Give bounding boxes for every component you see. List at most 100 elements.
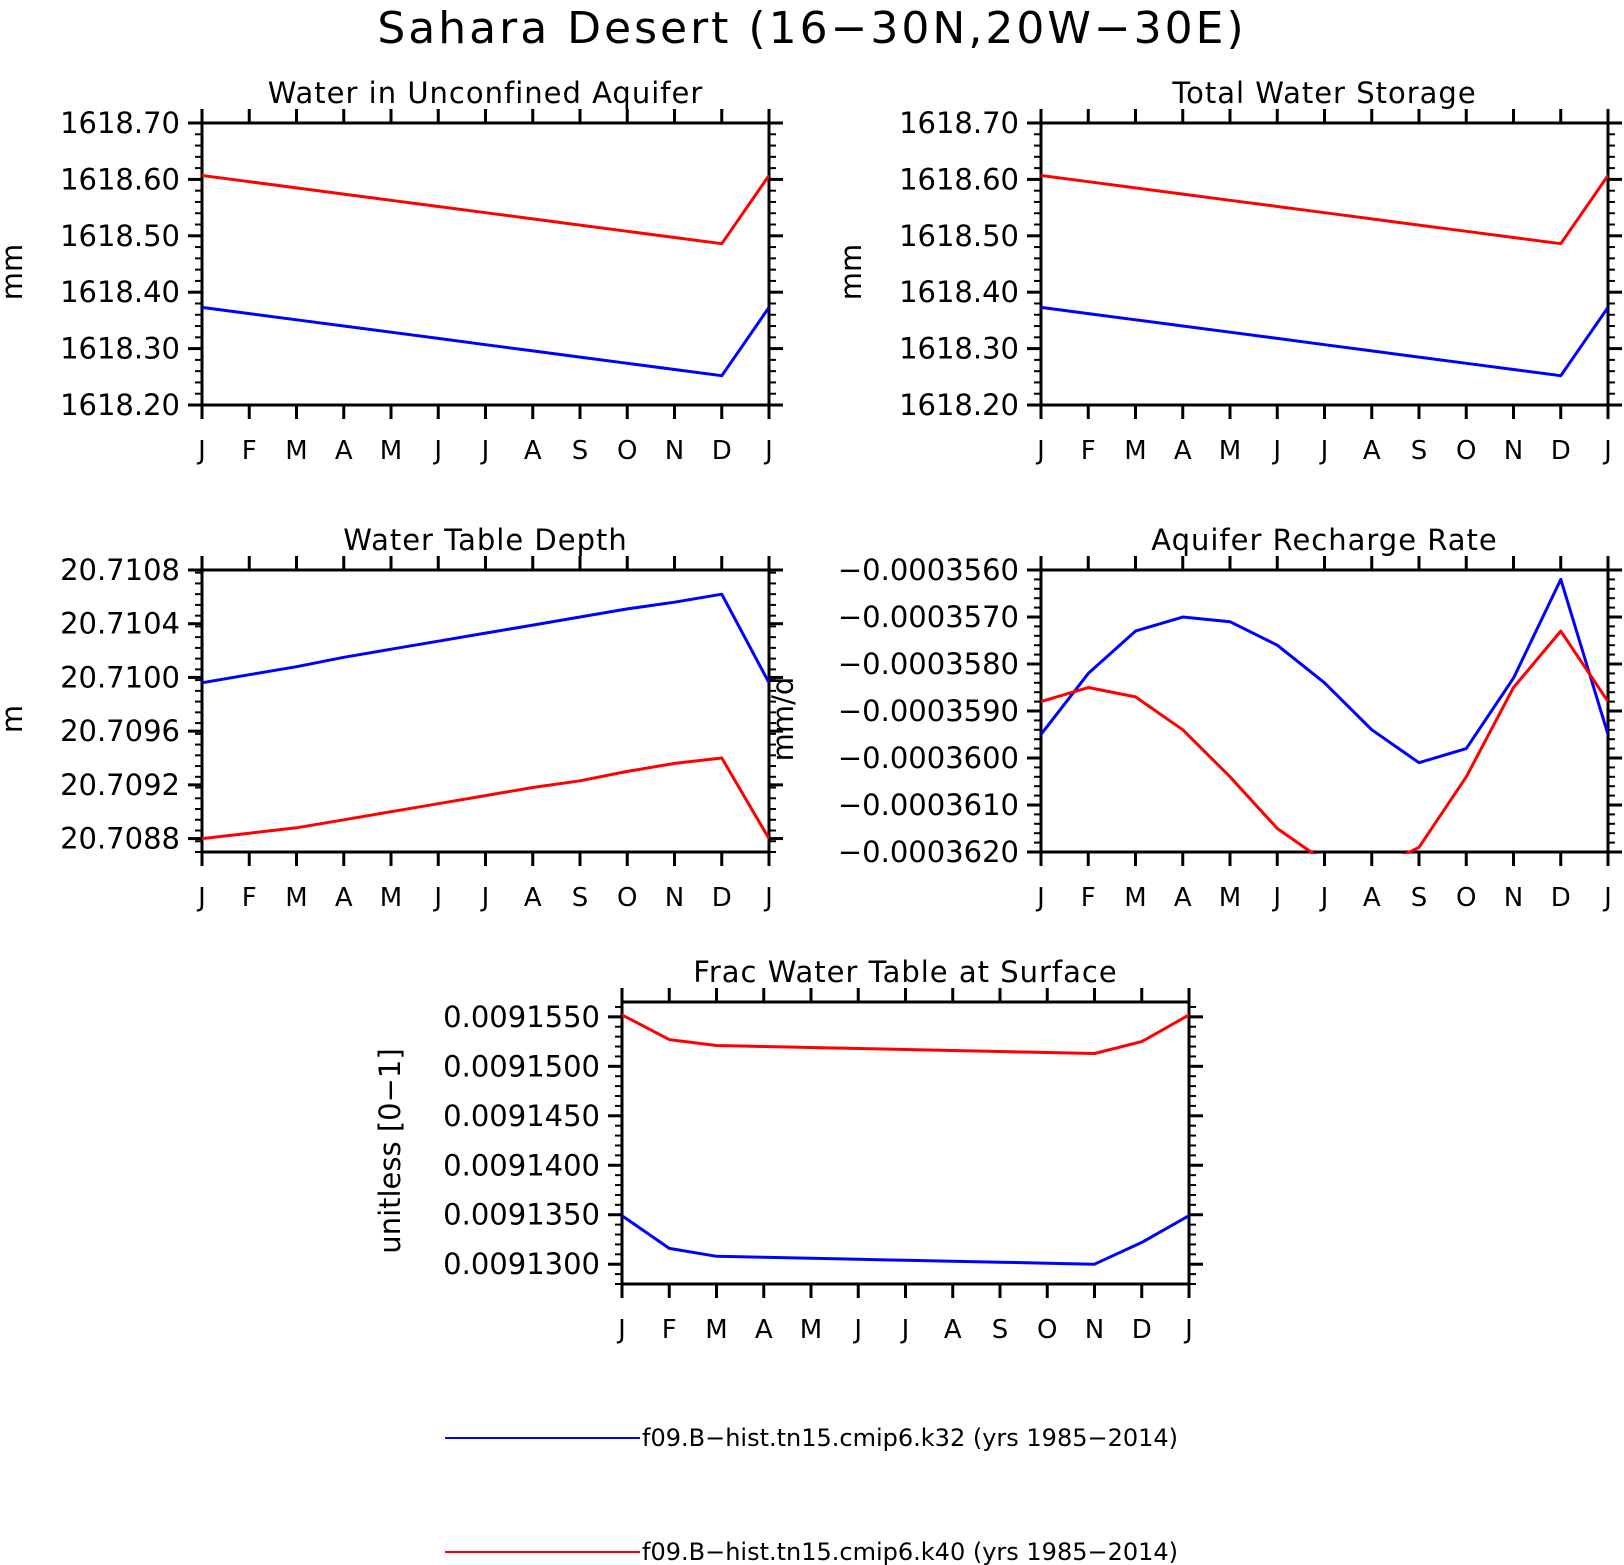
- series-line-2: [202, 174, 769, 246]
- series-line-2: [1041, 629, 1608, 854]
- y-tick-label: 1618.40: [899, 275, 1019, 309]
- y-tick-label: 1618.30: [60, 332, 180, 366]
- x-tick-label: D: [712, 883, 732, 913]
- x-tick-label: S: [572, 883, 589, 913]
- x-tick-label: J: [432, 883, 442, 913]
- x-tick-label: J: [763, 883, 773, 913]
- x-tick-label: F: [242, 883, 257, 913]
- x-tick-label: J: [1035, 436, 1045, 466]
- x-tick-label: M: [705, 1315, 727, 1345]
- x-tick-label: S: [992, 1315, 1009, 1345]
- x-tick-label: A: [1363, 436, 1381, 466]
- y-tick-label: 1618.50: [899, 219, 1019, 253]
- y-tick-label: 20.7100: [60, 660, 180, 694]
- series-line-1: [622, 1214, 1189, 1266]
- y-tick-label: −0.0003580: [838, 647, 1019, 681]
- x-tick-label: F: [242, 436, 257, 466]
- x-tick-label: J: [1319, 436, 1329, 466]
- x-tick-label: M: [1124, 883, 1146, 913]
- y-tick-label: 20.7096: [60, 714, 180, 748]
- panel-title: Total Water Storage: [1171, 76, 1476, 110]
- x-tick-label: M: [800, 1315, 822, 1345]
- x-tick-label: O: [617, 436, 637, 466]
- x-tick-label: S: [1411, 436, 1428, 466]
- x-tick-label: F: [1081, 436, 1096, 466]
- y-tick-label: 20.7108: [60, 553, 180, 587]
- plot-frame: [200, 121, 771, 407]
- x-tick-label: M: [285, 883, 307, 913]
- x-tick-label: N: [1085, 1315, 1104, 1345]
- series-line-2: [202, 756, 769, 841]
- series-line-2: [622, 1013, 1189, 1055]
- x-tick-label: J: [196, 883, 206, 913]
- y-tick-label: −0.0003620: [838, 835, 1019, 869]
- panel-title: Aquifer Recharge Rate: [1151, 523, 1498, 557]
- y-tick-label: −0.0003610: [838, 788, 1019, 822]
- x-tick-label: M: [380, 883, 402, 913]
- x-tick-label: A: [1363, 883, 1381, 913]
- x-tick-label: D: [1551, 436, 1571, 466]
- x-tick-label: O: [1456, 436, 1476, 466]
- x-tick-label: J: [852, 1315, 862, 1345]
- panel-title: Water Table Depth: [343, 523, 628, 557]
- legend-label-2: f09.B−hist.tn15.cmip6.k40 (yrs 1985−2014…: [642, 1538, 1178, 1565]
- x-tick-label: N: [1504, 883, 1523, 913]
- y-axis-label: mm: [834, 244, 868, 301]
- plot-frame: [200, 568, 771, 854]
- panel-title: Frac Water Table at Surface: [693, 955, 1117, 989]
- x-tick-label: A: [944, 1315, 962, 1345]
- y-tick-label: 1618.60: [60, 162, 180, 196]
- x-tick-label: J: [432, 436, 442, 466]
- x-tick-label: D: [712, 436, 732, 466]
- x-tick-label: A: [755, 1315, 773, 1345]
- y-axis-label: m: [0, 705, 29, 733]
- x-tick-label: J: [1602, 883, 1612, 913]
- y-tick-label: −0.0003590: [838, 694, 1019, 728]
- x-tick-label: J: [616, 1315, 626, 1345]
- x-tick-label: J: [196, 436, 206, 466]
- x-tick-label: J: [900, 1315, 910, 1345]
- y-tick-label: 0.0091550: [443, 1000, 600, 1034]
- series-line-1: [1041, 577, 1608, 765]
- x-tick-label: A: [524, 436, 542, 466]
- series-line-2: [1041, 174, 1608, 246]
- y-tick-label: −0.0003600: [838, 741, 1019, 775]
- y-axis-label: mm: [0, 244, 29, 301]
- x-tick-label: M: [1219, 436, 1241, 466]
- y-axis-label: unitless [0−1]: [373, 1048, 407, 1253]
- y-tick-label: 1618.40: [60, 275, 180, 309]
- x-tick-label: D: [1551, 883, 1571, 913]
- series-line-1: [202, 305, 769, 378]
- x-tick-label: S: [572, 436, 589, 466]
- y-tick-label: 1618.20: [899, 388, 1019, 422]
- y-tick-label: 1618.70: [60, 106, 180, 140]
- x-tick-label: J: [1035, 883, 1045, 913]
- x-tick-label: O: [617, 883, 637, 913]
- figure-title: Sahara Desert (16−30N,20W−30E): [377, 3, 1247, 54]
- x-tick-label: A: [1174, 436, 1192, 466]
- y-tick-label: 0.0091350: [443, 1198, 600, 1232]
- x-tick-label: J: [1319, 883, 1329, 913]
- x-tick-label: D: [1132, 1315, 1152, 1345]
- x-tick-label: M: [380, 436, 402, 466]
- y-axis-label: mm/d: [766, 677, 800, 762]
- x-tick-label: A: [1174, 883, 1192, 913]
- y-tick-label: 20.7104: [60, 607, 180, 641]
- x-tick-label: F: [662, 1315, 677, 1345]
- y-tick-label: 0.0091500: [443, 1049, 600, 1083]
- plot-frame: [1039, 568, 1610, 854]
- x-tick-label: F: [1081, 883, 1096, 913]
- y-tick-label: 0.0091400: [443, 1148, 600, 1182]
- x-tick-label: A: [524, 883, 542, 913]
- x-tick-label: J: [480, 883, 490, 913]
- x-tick-label: M: [285, 436, 307, 466]
- x-tick-label: O: [1037, 1315, 1057, 1345]
- y-tick-label: 1618.50: [60, 219, 180, 253]
- y-tick-label: −0.0003570: [838, 600, 1019, 634]
- x-tick-label: M: [1219, 883, 1241, 913]
- y-tick-label: 0.0091450: [443, 1099, 600, 1133]
